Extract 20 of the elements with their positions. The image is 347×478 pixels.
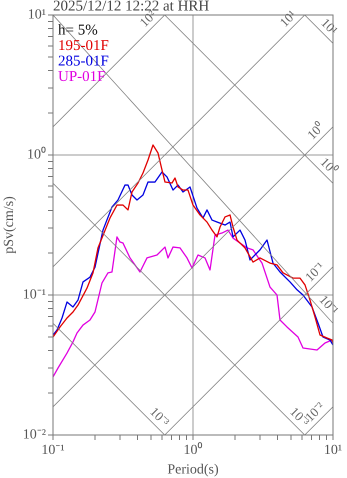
- text: 10¹: [318, 15, 341, 38]
- x-axis-title: Period(s): [167, 462, 219, 478]
- y-tick-label: 10¹: [28, 8, 46, 23]
- text: 10⁰: [318, 154, 341, 178]
- y-axis-title: pSv(cm/s): [2, 196, 18, 254]
- text: 195-01F: [58, 38, 109, 54]
- x-tick-label: 10¹: [324, 443, 342, 458]
- y-tick-label: 10⁻¹: [22, 288, 46, 303]
- annotation: h= 5%: [58, 22, 98, 38]
- text: 10⁻¹: [302, 258, 328, 284]
- x-tick-label: 10⁰: [184, 442, 202, 458]
- text: 10⁻¹: [316, 292, 342, 318]
- text: 10⁻³: [147, 404, 173, 430]
- y-tick-label: 10⁻²: [22, 428, 46, 443]
- text: UP-01F: [58, 68, 106, 85]
- text: 10⁰: [304, 118, 328, 142]
- y-tick-label: 10⁰: [27, 146, 46, 163]
- x-tick-label: 10⁻¹: [41, 443, 65, 458]
- text: 285-01F: [58, 53, 109, 70]
- text: 10¹: [276, 7, 300, 30]
